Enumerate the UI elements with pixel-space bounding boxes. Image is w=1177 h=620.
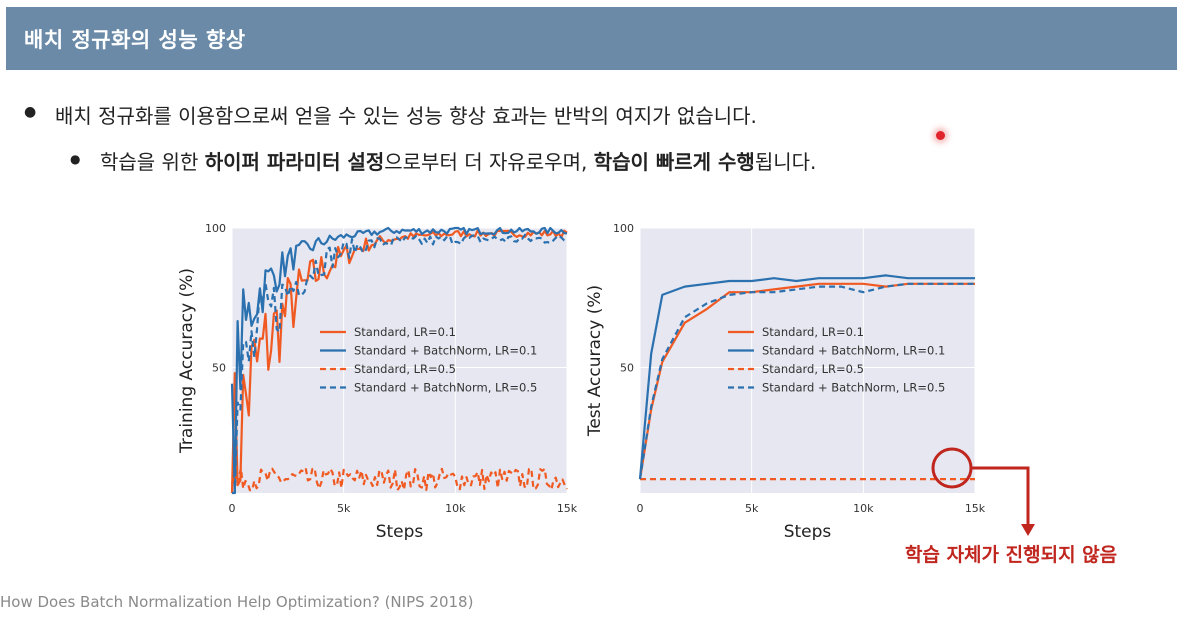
x-tick-label: 0 [229, 502, 236, 515]
series-line-1 [638, 282, 975, 480]
bullet-text-1: 배치 정규화를 이용함으로써 얻을 수 있는 성능 향상 효과는 반박의 여지가… [55, 104, 757, 128]
reference-citation: How Does Batch Normalization Help Optimi… [0, 593, 474, 611]
y-tick-label: 50 [212, 361, 226, 374]
x-tick-label: 15k [557, 502, 578, 515]
legend-label: Standard + BatchNorm, LR=0.5 [354, 381, 537, 395]
arrow-line [971, 466, 1030, 526]
legend-label: Standard, LR=0.1 [762, 325, 864, 339]
y-axis-label: Test Accuracy (%) [585, 285, 605, 437]
y-tick-label: 100 [613, 222, 634, 235]
laser-pointer-icon [936, 131, 945, 140]
legend-label: Standard, LR=0.5 [354, 362, 456, 376]
x-tick-label: 5k [337, 502, 351, 515]
annotation-text: 학습 자체가 진행되지 않음 [905, 544, 1118, 566]
highlight-circle [931, 447, 973, 489]
x-tick-label: 10k [853, 502, 874, 515]
series-line-4 [638, 282, 975, 480]
series-line-4 [232, 233, 568, 495]
y-axis-label: Training Accuracy (%) [177, 268, 197, 454]
y-tick-label: 100 [205, 222, 226, 235]
series-line-2 [230, 226, 568, 495]
legend-label: Standard + BatchNorm, LR=0.1 [354, 344, 537, 358]
bullet-text-2: 학습을 위한 하이퍼 파라미터 설정으로부터 더 자유로우며, 학습이 빠르게 … [100, 150, 817, 174]
training-accuracy-chart: 0 5k 10k 15k 50 100 Steps Training Accuracy (%)… [177, 222, 578, 540]
plot-area [640, 228, 975, 493]
legend-label: Standard + BatchNorm, LR=0.5 [762, 381, 945, 395]
bullet-dot: ● [24, 104, 37, 120]
x-tick-label: 5k [745, 502, 759, 515]
x-tick-label: 0 [637, 502, 644, 515]
series-line-3 [230, 466, 568, 492]
legend-label: Standard, LR=0.1 [354, 325, 456, 339]
x-axis-label: Steps [784, 522, 832, 540]
plot-area [232, 228, 567, 493]
bullet-dot: ● [70, 152, 81, 166]
test-accuracy-chart: 0 5k 10k 15k 50 100 Steps Test Accuracy (%) Stan… [585, 222, 986, 540]
x-tick-label: 15k [965, 502, 986, 515]
legend-label: Standard + BatchNorm, LR=0.1 [762, 344, 945, 358]
annotation-arrow [931, 447, 1035, 536]
series-line-2 [638, 274, 975, 480]
page-title: 배치 정규화의 성능 향상 [24, 28, 246, 52]
title-bar: 배치 정규화의 성능 향상 [6, 7, 1177, 70]
y-tick-label: 50 [620, 361, 634, 374]
legend-label: Standard, LR=0.5 [762, 362, 864, 376]
arrow-head-icon [1021, 524, 1035, 536]
x-axis-label: Steps [376, 522, 424, 540]
x-tick-label: 10k [445, 502, 466, 515]
